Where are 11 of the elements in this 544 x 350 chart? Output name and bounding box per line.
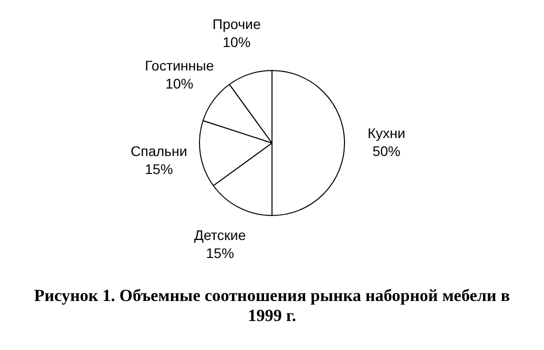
slice-label: Кухни xyxy=(368,124,406,141)
slice-label: Гостинные xyxy=(144,58,214,74)
slice-label: Прочие xyxy=(212,16,261,32)
data-label: 15% xyxy=(206,244,234,261)
data-label: 15% xyxy=(144,160,173,177)
slice-label: Детские xyxy=(194,226,246,243)
text: Рисунок 1. Объемные соотношения рынка наборной мебели в 1999 г. xyxy=(33,286,511,326)
data-label: 50% xyxy=(372,142,401,159)
data-label: 10% xyxy=(222,34,251,50)
slice-label: Спальни xyxy=(130,142,188,159)
data-label: 10% xyxy=(165,76,194,92)
